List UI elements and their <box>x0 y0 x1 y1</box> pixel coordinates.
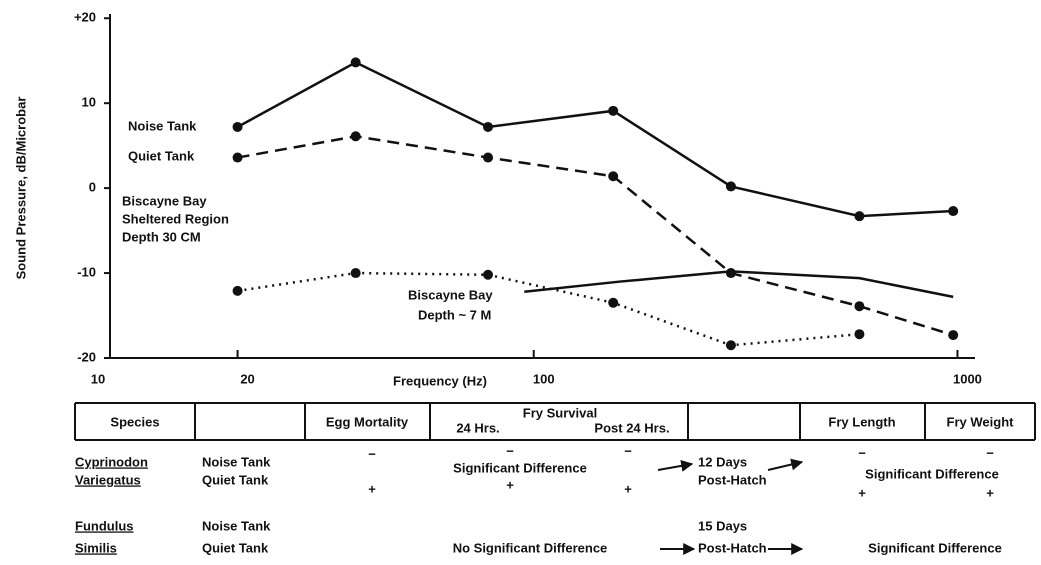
header-cell: Egg Mortality <box>326 414 409 429</box>
legend-label: Noise Tank <box>128 118 197 133</box>
sign: − <box>506 443 514 458</box>
header-cell: Species <box>110 414 159 429</box>
point <box>608 105 619 116</box>
sign: + <box>368 481 376 496</box>
result: Significant Difference <box>865 466 999 481</box>
sign: − <box>368 446 376 461</box>
series-line <box>237 135 954 337</box>
point <box>608 171 619 182</box>
arrows <box>657 458 804 555</box>
point <box>608 297 619 308</box>
point <box>483 152 494 163</box>
header-cell: Post 24 Hrs. <box>594 420 669 435</box>
annotation: Biscayne Bay <box>122 193 207 208</box>
annotation: Depth 30 CM <box>122 229 201 244</box>
point <box>854 211 865 222</box>
point <box>854 329 865 340</box>
annotation: Depth ~ 7 M <box>418 307 491 322</box>
series-line <box>524 270 954 299</box>
series-line <box>236 61 954 218</box>
y-tick-label: 0 <box>89 180 96 195</box>
tank: Quiet Tank <box>202 472 269 487</box>
tank: Noise Tank <box>202 454 271 469</box>
point <box>350 57 361 68</box>
x-tick-label: 20 <box>240 371 254 386</box>
point <box>854 301 865 312</box>
series-line <box>237 271 860 347</box>
point <box>350 131 361 142</box>
days: 15 Days <box>698 518 747 533</box>
sign: + <box>624 481 632 496</box>
sign: − <box>624 443 632 458</box>
point <box>725 268 736 279</box>
y-axis-label: Sound Pressure, dB/Microbar <box>13 97 28 280</box>
x-tick-label: 1000 <box>953 371 982 386</box>
header-cell: Fry Survival <box>523 405 597 420</box>
point <box>483 121 494 132</box>
legend-label: Quiet Tank <box>128 148 195 163</box>
table-lines <box>74 402 1036 441</box>
result: Significant Difference <box>453 460 587 475</box>
x-axis-label: Frequency (Hz) <box>393 373 487 388</box>
point <box>232 152 243 163</box>
tank: Quiet Tank <box>202 540 269 555</box>
sign: − <box>986 445 994 460</box>
header-cell: Fry Weight <box>947 414 1015 429</box>
x-tick-label: 10 <box>91 371 105 386</box>
sign: + <box>858 485 866 500</box>
point <box>483 269 494 280</box>
point <box>948 330 959 341</box>
point <box>232 285 243 296</box>
annotation: Biscayne Bay <box>408 287 493 302</box>
annotation: Sheltered Region <box>122 211 229 226</box>
point <box>232 121 243 132</box>
species: Cyprinodon <box>75 454 148 469</box>
sign: + <box>506 477 514 492</box>
point <box>725 181 736 192</box>
days: 12 Days <box>698 454 747 469</box>
point <box>725 340 736 351</box>
y-tick-label: -10 <box>77 264 96 279</box>
y-tick-label: +20 <box>74 10 96 25</box>
species: Variegatus <box>75 472 141 487</box>
tank: Noise Tank <box>202 518 271 533</box>
species: Similis <box>75 540 117 555</box>
header-cell: Fry Length <box>828 414 895 429</box>
result: Significant Difference <box>868 540 1002 555</box>
point <box>350 268 361 279</box>
species: Fundulus <box>75 518 134 533</box>
result: No Significant Difference <box>453 540 608 555</box>
days: Post-Hatch <box>698 540 767 555</box>
point <box>948 206 959 217</box>
sign: − <box>858 445 866 460</box>
header-cell: 24 Hrs. <box>456 420 499 435</box>
days: Post-Hatch <box>698 472 767 487</box>
y-tick-label: -20 <box>77 349 96 364</box>
y-tick-label: 10 <box>82 95 96 110</box>
sign: + <box>986 485 994 500</box>
x-tick-label: 100 <box>533 371 555 386</box>
table: Species Egg Mortality Fry Survival 24 Hr… <box>75 405 1014 555</box>
